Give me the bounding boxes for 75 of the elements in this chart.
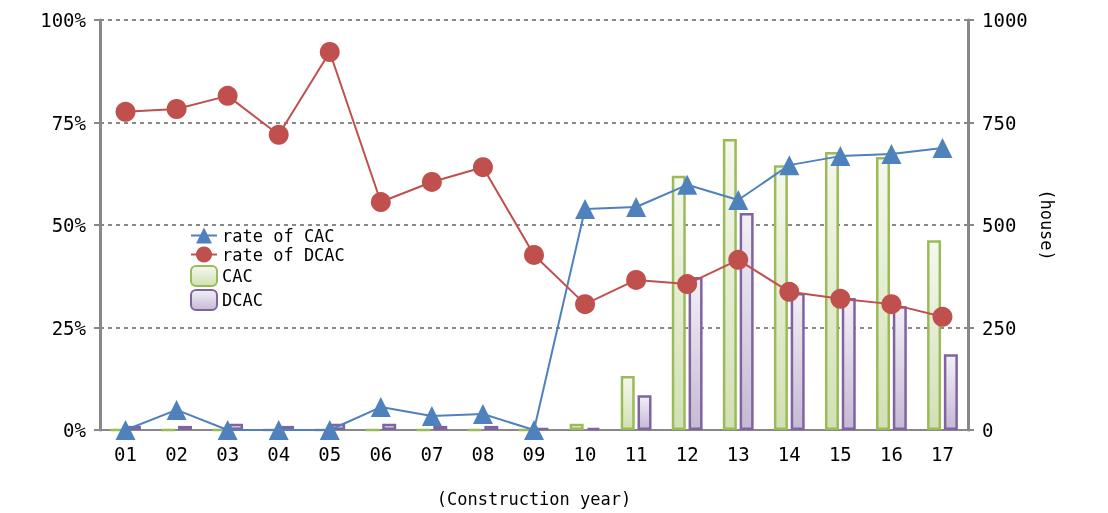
x-tick-label: 07 — [420, 442, 444, 465]
y-tick-label: 50% — [51, 214, 87, 236]
point — [370, 192, 391, 213]
x-tick-label: 10 — [573, 442, 597, 465]
point — [575, 199, 596, 220]
legend-label: CAC — [222, 266, 253, 286]
point — [677, 274, 698, 295]
point — [524, 420, 544, 440]
point — [728, 249, 749, 270]
legend-label: rate of CAC — [222, 225, 335, 246]
point — [932, 137, 953, 158]
x-tick-label: 08 — [471, 442, 495, 465]
bar — [739, 213, 754, 430]
point — [881, 144, 902, 165]
bar — [688, 277, 703, 430]
point — [626, 196, 647, 217]
point — [779, 155, 800, 176]
bar — [943, 354, 958, 430]
point — [472, 157, 493, 178]
y-tick-label: 100% — [40, 9, 87, 31]
point — [319, 420, 340, 440]
x-tick-label: 02 — [165, 442, 189, 465]
y-tick-label: 0% — [63, 419, 87, 441]
bar — [841, 297, 856, 430]
y2-tick-label: 0 — [982, 419, 994, 441]
point — [677, 174, 698, 195]
x-tick-label: 04 — [267, 442, 291, 465]
y2-tick-label: 500 — [982, 214, 1017, 236]
x-tick-label: 14 — [777, 442, 801, 465]
legend-label: rate of DCAC — [222, 244, 345, 265]
point — [217, 420, 238, 440]
y-tick-label: 25% — [51, 316, 87, 339]
point — [115, 420, 136, 440]
y2-axis-title: (house) — [1037, 189, 1058, 261]
point — [779, 281, 800, 302]
point — [881, 294, 902, 315]
point — [524, 244, 544, 265]
x-tick-label: 09 — [522, 442, 546, 465]
x-axis-title: (Construction year) — [436, 488, 632, 509]
point — [370, 397, 391, 418]
y2-tick-label: 250 — [982, 316, 1017, 339]
point — [268, 420, 289, 440]
y-tick-label: 75% — [51, 111, 87, 134]
x-tick-label: 11 — [624, 442, 648, 465]
point — [830, 288, 851, 309]
x-tick-label: 16 — [879, 442, 903, 465]
legend-label: DCAC — [222, 290, 263, 310]
x-tick-label: 12 — [675, 442, 699, 465]
point — [166, 98, 187, 119]
bar — [637, 395, 652, 430]
x-tick-label: 05 — [318, 442, 342, 465]
x-tick-label: 15 — [828, 442, 852, 465]
point — [421, 406, 442, 427]
bar — [382, 423, 397, 430]
point — [575, 294, 596, 315]
point — [319, 41, 340, 62]
bar — [790, 293, 805, 430]
point — [421, 171, 442, 192]
point — [115, 101, 136, 122]
x-tick-label: 06 — [369, 442, 393, 465]
y2-tick-label: 1000 — [982, 9, 1028, 31]
bar — [892, 306, 907, 430]
point — [472, 404, 493, 425]
y2-tick-label: 750 — [982, 111, 1017, 134]
x-tick-label: 03 — [216, 442, 240, 465]
x-tick-label: 17 — [931, 442, 954, 465]
point — [166, 399, 187, 420]
point — [932, 306, 953, 327]
x-tick-label: 13 — [726, 442, 750, 465]
x-tick-label: 01 — [114, 442, 137, 465]
point — [626, 269, 647, 290]
point — [217, 85, 238, 106]
point — [830, 146, 851, 167]
point — [728, 189, 749, 210]
point — [268, 124, 289, 145]
